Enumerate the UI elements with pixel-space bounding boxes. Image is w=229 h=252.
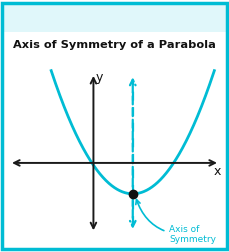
Text: x: x (214, 165, 221, 178)
Text: y: y (96, 71, 103, 84)
Text: Axis of Symmetry of a Parabola: Axis of Symmetry of a Parabola (13, 40, 216, 50)
Text: ■ testbook: ■ testbook (16, 12, 85, 22)
Text: Axis of
Symmetry: Axis of Symmetry (136, 200, 216, 244)
